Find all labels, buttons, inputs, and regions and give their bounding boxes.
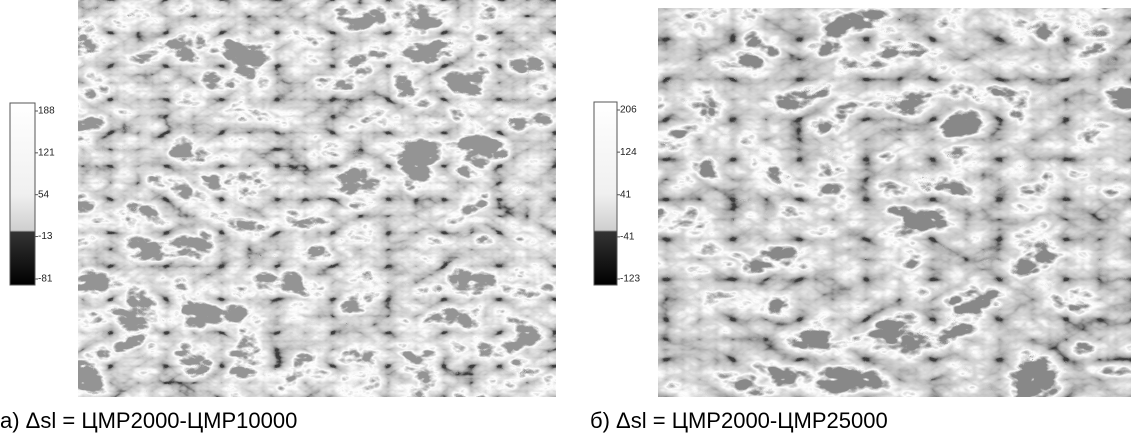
colorbar bbox=[9, 102, 36, 286]
map-image bbox=[78, 0, 556, 397]
caption: а) Δsl = ЦМР2000-ЦМР10000 bbox=[0, 408, 297, 433]
colorbar-tick-label: -123 bbox=[620, 274, 640, 285]
map-image bbox=[658, 8, 1131, 397]
colorbar-tick-label: -41 bbox=[620, 232, 635, 243]
colorbar-tick-label: -81 bbox=[38, 274, 53, 285]
colorbar-tick-label: 54 bbox=[38, 189, 50, 200]
colorbar-tick-label: 41 bbox=[620, 189, 632, 200]
colorbar-tick-label: 206 bbox=[620, 105, 637, 116]
caption: б) Δsl = ЦМР2000-ЦМР25000 bbox=[590, 408, 888, 433]
colorbar-tick-label: 188 bbox=[38, 106, 55, 117]
colorbar-tick-label: 121 bbox=[38, 147, 55, 158]
colorbar-tick-label: -13 bbox=[38, 231, 53, 242]
colorbar-tick-label: 124 bbox=[620, 147, 637, 158]
colorbar bbox=[593, 101, 618, 286]
